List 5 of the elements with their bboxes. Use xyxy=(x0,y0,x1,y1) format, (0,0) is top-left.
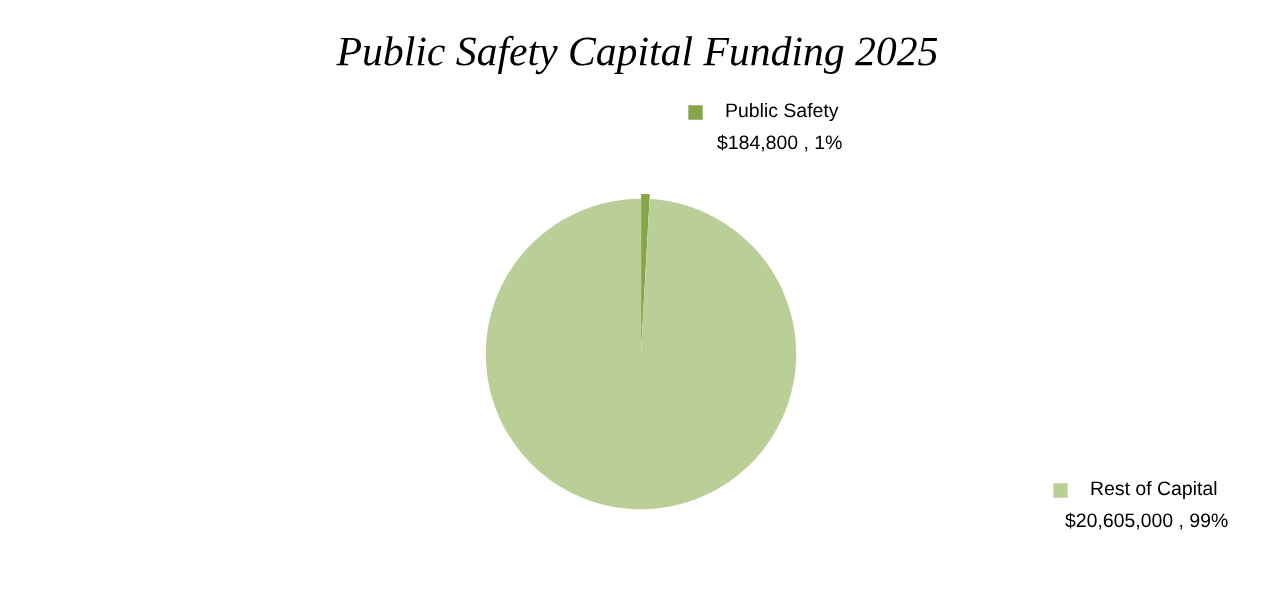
data-label: $184,800 , 1% xyxy=(717,134,842,152)
data-label: $20,605,000 , 99% xyxy=(1065,512,1228,530)
legend-label: Public Safety xyxy=(726,102,839,122)
legend-label: Rest of Capital xyxy=(1091,480,1217,500)
chart-title: Public Safety Capital Funding 2025 xyxy=(336,35,938,75)
